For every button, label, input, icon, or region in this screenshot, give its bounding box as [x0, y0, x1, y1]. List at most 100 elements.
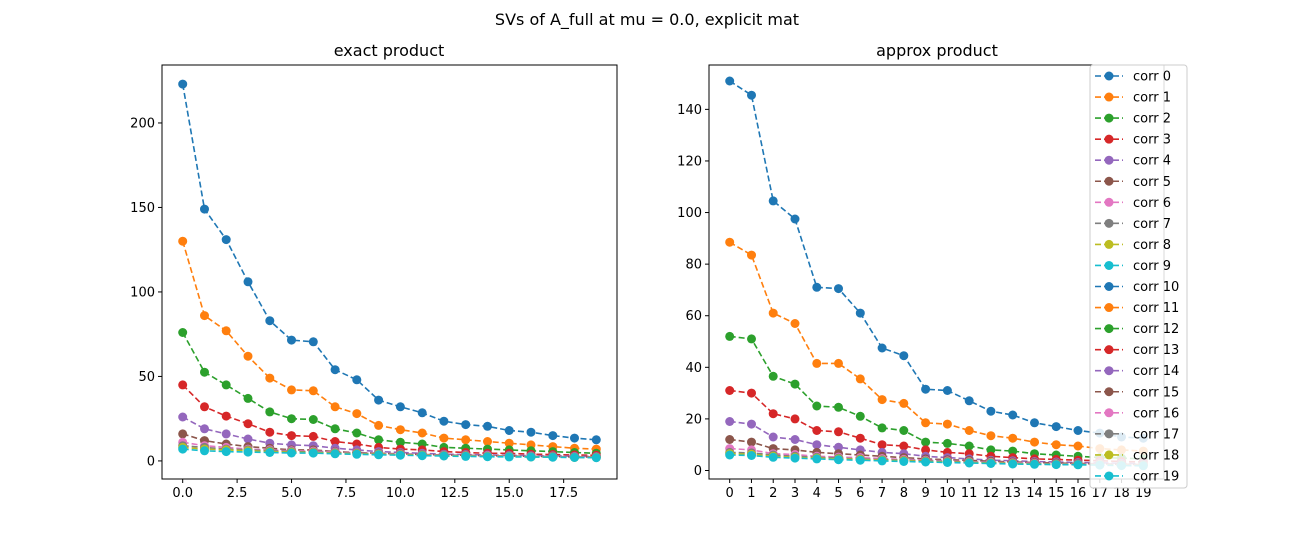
data-point — [877, 343, 887, 353]
data-point — [352, 375, 362, 385]
legend-marker — [1104, 155, 1114, 165]
plot-frame — [161, 64, 618, 480]
data-point — [221, 447, 231, 457]
series-layer — [178, 79, 601, 463]
data-point — [330, 424, 340, 434]
data-point — [395, 450, 405, 460]
legend-item: corr 11 — [1095, 301, 1179, 316]
data-point — [964, 396, 974, 406]
data-point — [439, 433, 449, 443]
data-point — [1051, 460, 1061, 470]
y-tick-label: 150 — [130, 201, 155, 216]
series-line — [181, 240, 597, 450]
data-point — [747, 250, 756, 260]
y-tick-label: 120 — [677, 154, 702, 169]
data-point — [877, 440, 887, 450]
axis-ticks: 0.0 2.5 5.0 7.5 10.0 12.5 15.0 17.5 0 50 100 150 200 — [130, 116, 578, 501]
x-tick-label: 0.0 — [172, 486, 193, 501]
data-point — [747, 334, 756, 344]
data-point — [747, 90, 756, 100]
legend-label: corr 10 — [1133, 280, 1179, 295]
data-point — [768, 409, 778, 419]
data-point — [243, 351, 253, 361]
series-line — [729, 389, 1144, 463]
data-point — [308, 337, 318, 347]
data-point — [330, 449, 340, 459]
y-tick-label: 0 — [147, 454, 155, 469]
legend-label: corr 13 — [1133, 343, 1179, 358]
data-point — [899, 398, 909, 408]
data-point — [504, 438, 514, 448]
data-point — [768, 308, 778, 318]
data-point — [725, 386, 735, 395]
data-point — [200, 311, 209, 321]
data-point — [1030, 418, 1039, 428]
legend-label: corr 1 — [1133, 91, 1171, 106]
data-point — [200, 446, 209, 456]
data-point — [526, 452, 536, 462]
data-point — [834, 358, 843, 368]
x-tick-label: 7 — [878, 486, 886, 501]
data-point — [747, 451, 756, 460]
data-point — [221, 235, 231, 245]
legend-item: corr 19 — [1095, 469, 1179, 484]
data-point — [812, 358, 822, 368]
legend-label: corr 2 — [1133, 112, 1171, 127]
axis-ticks: 0 1 2 3 4 5 6 7 8 9 10 11 12 13 14 15 16 17 18 190204060801… — [677, 103, 1151, 501]
data-point — [942, 438, 952, 448]
data-point — [768, 452, 778, 462]
data-point — [768, 432, 778, 442]
plot-title: approx product — [876, 41, 998, 60]
data-point — [308, 431, 318, 441]
data-point — [330, 365, 340, 375]
y-tick-label: 60 — [685, 309, 702, 324]
data-point — [855, 374, 865, 384]
legend-marker — [1104, 71, 1114, 81]
legend-frame — [1089, 64, 1188, 489]
legend-item: corr 7 — [1095, 217, 1171, 232]
data-point — [265, 316, 275, 326]
data-point — [855, 433, 865, 443]
data-point — [570, 433, 579, 443]
x-tick-label: 5.0 — [281, 486, 302, 501]
data-point — [287, 448, 296, 458]
x-tick-label: 2 — [769, 486, 777, 501]
data-point — [548, 452, 558, 462]
data-point — [921, 445, 931, 455]
data-point — [265, 427, 275, 437]
x-tick-label: 17 — [1092, 486, 1109, 501]
legend-marker — [1104, 408, 1114, 418]
x-tick-label: 6 — [856, 486, 864, 501]
legend-label: corr 9 — [1133, 259, 1171, 274]
data-point — [855, 411, 865, 421]
legend-marker — [1104, 282, 1114, 291]
legend-item: corr 17 — [1095, 427, 1179, 442]
legend-marker — [1104, 197, 1114, 207]
x-tick-label: 3 — [791, 486, 799, 501]
data-point — [548, 431, 558, 441]
data-point — [1073, 460, 1083, 470]
data-point — [352, 449, 362, 459]
plot-exact-product: exact product 0.0 2.5 5.0 7.5 10.0 12.5 15.0 17… — [130, 41, 618, 501]
data-point — [221, 429, 231, 439]
data-point — [834, 402, 843, 412]
legend-label: corr 7 — [1133, 217, 1171, 232]
x-tick-label: 17.5 — [549, 486, 578, 501]
data-point — [768, 196, 778, 206]
data-point — [287, 335, 296, 345]
data-point — [287, 385, 296, 395]
y-tick-label: 140 — [677, 103, 702, 118]
data-point — [352, 428, 362, 438]
legend-marker — [1104, 387, 1114, 397]
data-point — [243, 447, 253, 457]
legend-label: corr 17 — [1133, 427, 1179, 442]
data-point — [790, 435, 800, 444]
data-point — [243, 419, 253, 429]
data-point — [1008, 446, 1018, 456]
legend-item: corr 2 — [1095, 112, 1171, 127]
data-point — [899, 426, 909, 435]
legend-item: corr 1 — [1095, 91, 1171, 106]
data-point — [395, 425, 405, 435]
legend-item: corr 6 — [1095, 196, 1171, 211]
x-tick-label: 4 — [813, 486, 821, 501]
